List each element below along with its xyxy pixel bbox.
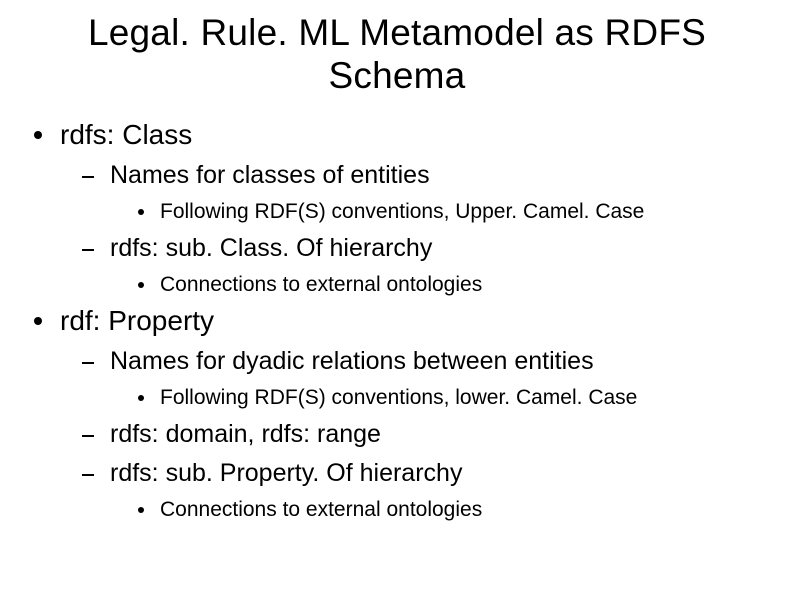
disc-bullet-icon [34, 131, 42, 139]
disc-bullet-icon [34, 317, 42, 325]
slide-container: { "colors": { "background": "#ffffff", "… [0, 0, 794, 595]
bullet-level3: Connections to external ontologies [138, 498, 766, 522]
dot-bullet-icon [138, 507, 144, 513]
dot-bullet-icon [138, 395, 144, 401]
bullet-level3: Following RDF(S) conventions, Upper. Cam… [138, 200, 766, 224]
dash-bullet-icon [82, 435, 94, 437]
dot-bullet-icon [138, 282, 144, 288]
bullet-level2: Names for dyadic relations between entit… [82, 347, 766, 376]
bullet-level3: Connections to external ontologies [138, 273, 766, 297]
bullet-level3: Following RDF(S) conventions, lower. Cam… [138, 386, 766, 410]
dash-bullet-icon [82, 176, 94, 178]
bullet-text: Names for dyadic relations between entit… [110, 347, 594, 376]
slide-title: Legal. Rule. ML Metamodel as RDFS Schema [28, 12, 766, 97]
bullet-text: Following RDF(S) conventions, Upper. Cam… [160, 200, 644, 224]
bullet-level2: Names for classes of entities [82, 161, 766, 190]
dash-bullet-icon [82, 362, 94, 364]
bullet-text: rdf: Property [60, 305, 214, 337]
bullet-level1: rdfs: Class [28, 119, 766, 151]
bullet-text: rdfs: sub. Property. Of hierarchy [110, 459, 462, 488]
bullet-text: Connections to external ontologies [160, 273, 482, 297]
bullet-text: rdfs: domain, rdfs: range [110, 420, 381, 449]
bullet-level2: rdfs: sub. Class. Of hierarchy [82, 234, 766, 263]
bullet-level2: rdfs: domain, rdfs: range [82, 420, 766, 449]
bullet-text: rdfs: sub. Class. Of hierarchy [110, 234, 432, 263]
bullet-text: Names for classes of entities [110, 161, 430, 190]
dash-bullet-icon [82, 249, 94, 251]
bullet-text: rdfs: Class [60, 119, 192, 151]
bullet-level1: rdf: Property [28, 305, 766, 337]
bullet-level2: rdfs: sub. Property. Of hierarchy [82, 459, 766, 488]
bullet-text: Following RDF(S) conventions, lower. Cam… [160, 386, 637, 410]
dash-bullet-icon [82, 474, 94, 476]
bullet-text: Connections to external ontologies [160, 498, 482, 522]
dot-bullet-icon [138, 209, 144, 215]
